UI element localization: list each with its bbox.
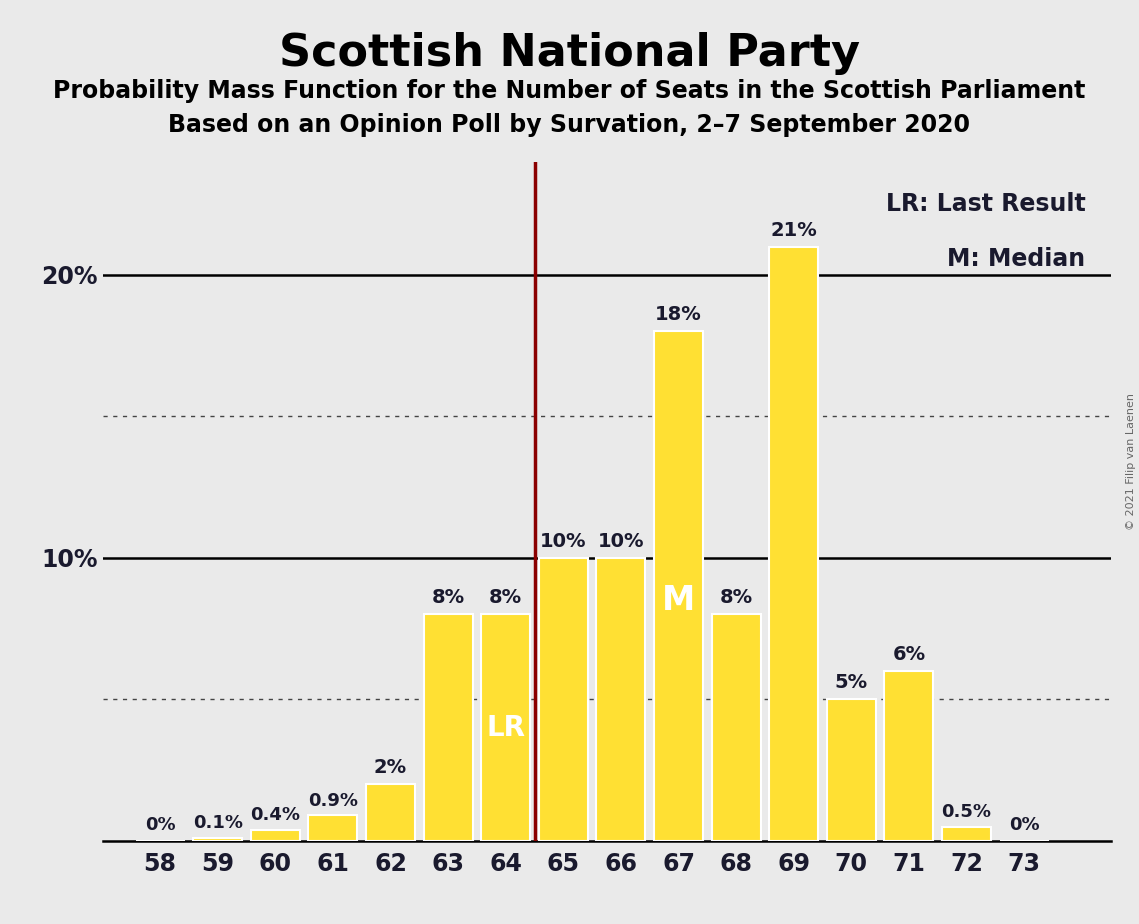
Text: 10%: 10%: [598, 532, 645, 551]
Text: 21%: 21%: [770, 221, 817, 239]
Bar: [251, 830, 300, 841]
Text: M: M: [662, 584, 695, 617]
Text: 6%: 6%: [892, 645, 926, 664]
Text: Probability Mass Function for the Number of Seats in the Scottish Parliament: Probability Mass Function for the Number…: [54, 79, 1085, 103]
Bar: [942, 827, 991, 841]
Text: 0.5%: 0.5%: [942, 803, 992, 821]
Bar: [769, 247, 818, 841]
Text: 0.9%: 0.9%: [308, 792, 358, 809]
Bar: [885, 671, 933, 841]
Bar: [654, 332, 703, 841]
Text: LR: Last Result: LR: Last Result: [886, 192, 1085, 216]
Bar: [712, 614, 761, 841]
Text: 0%: 0%: [1009, 816, 1040, 833]
Text: LR: LR: [486, 713, 525, 742]
Text: Based on an Opinion Poll by Survation, 2–7 September 2020: Based on an Opinion Poll by Survation, 2…: [169, 113, 970, 137]
Bar: [194, 838, 243, 841]
Text: 5%: 5%: [835, 674, 868, 692]
Text: © 2021 Filip van Laenen: © 2021 Filip van Laenen: [1126, 394, 1136, 530]
Bar: [539, 558, 588, 841]
Bar: [482, 614, 530, 841]
Text: 0.1%: 0.1%: [192, 814, 243, 833]
Text: 0.4%: 0.4%: [251, 806, 301, 824]
Text: 0%: 0%: [145, 816, 175, 833]
Text: 8%: 8%: [432, 589, 465, 607]
Text: 8%: 8%: [489, 589, 523, 607]
Bar: [827, 699, 876, 841]
Text: 8%: 8%: [720, 589, 753, 607]
Text: Scottish National Party: Scottish National Party: [279, 32, 860, 76]
Text: 18%: 18%: [655, 306, 702, 324]
Bar: [424, 614, 473, 841]
Text: 10%: 10%: [540, 532, 587, 551]
Text: M: Median: M: Median: [948, 247, 1085, 271]
Bar: [366, 784, 415, 841]
Text: 2%: 2%: [374, 759, 407, 777]
Bar: [597, 558, 646, 841]
Bar: [309, 815, 358, 841]
